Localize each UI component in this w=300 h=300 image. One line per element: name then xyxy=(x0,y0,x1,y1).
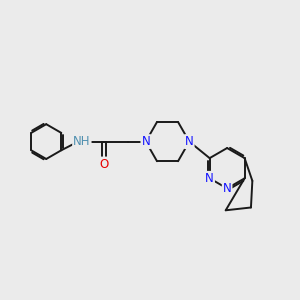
Text: O: O xyxy=(99,158,108,170)
Text: N: N xyxy=(205,172,214,185)
Text: N: N xyxy=(185,135,194,148)
Text: NH: NH xyxy=(73,135,91,148)
Text: N: N xyxy=(223,182,232,195)
Text: N: N xyxy=(141,135,150,148)
